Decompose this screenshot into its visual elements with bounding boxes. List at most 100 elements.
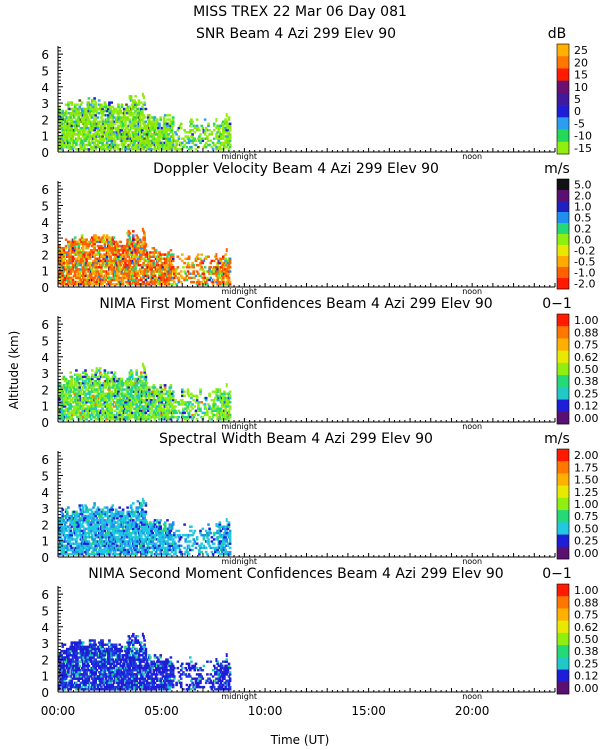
data-cell bbox=[182, 409, 185, 412]
data-cell bbox=[76, 139, 79, 142]
data-cell bbox=[107, 272, 110, 275]
data-cell bbox=[141, 92, 144, 97]
data-cell bbox=[227, 272, 231, 275]
data-cell bbox=[140, 388, 143, 391]
data-cell bbox=[66, 388, 69, 391]
data-cell bbox=[191, 413, 194, 417]
data-cell bbox=[132, 394, 135, 398]
data-cell bbox=[140, 101, 143, 104]
data-cell bbox=[125, 407, 128, 410]
data-cell bbox=[71, 259, 75, 263]
data-cell bbox=[59, 392, 62, 395]
data-cell bbox=[171, 145, 175, 149]
data-cell bbox=[122, 107, 126, 111]
data-cell bbox=[61, 109, 64, 113]
data-cell bbox=[219, 399, 223, 402]
data-cell bbox=[219, 124, 223, 128]
data-cell bbox=[207, 255, 210, 258]
data-cell bbox=[99, 382, 102, 385]
data-cell bbox=[102, 137, 105, 140]
data-cell bbox=[220, 270, 224, 273]
data-cell bbox=[60, 270, 63, 273]
data-cell bbox=[140, 272, 143, 275]
data-cell bbox=[216, 131, 219, 134]
data-cell bbox=[133, 257, 136, 260]
data-cell bbox=[112, 116, 116, 119]
data-cell bbox=[153, 129, 157, 132]
data-cell bbox=[135, 253, 138, 256]
data-cell bbox=[121, 122, 125, 125]
data-cell bbox=[177, 135, 181, 138]
data-cell bbox=[142, 365, 145, 370]
data-cell bbox=[141, 257, 144, 260]
data-cell bbox=[68, 148, 71, 151]
data-cell bbox=[153, 139, 157, 142]
data-cell bbox=[189, 131, 192, 134]
y-tick-label: 5 bbox=[41, 199, 49, 213]
colorbar-unit: dB bbox=[548, 26, 567, 42]
data-cell bbox=[61, 141, 64, 145]
data-cell bbox=[134, 390, 137, 393]
data-cell bbox=[169, 401, 173, 404]
data-cell bbox=[96, 141, 100, 145]
data-cell bbox=[97, 379, 101, 383]
data-cell bbox=[72, 238, 76, 241]
data-cell bbox=[209, 266, 213, 269]
data-cell bbox=[132, 137, 135, 140]
data-cell bbox=[75, 392, 78, 395]
data-cell bbox=[160, 403, 164, 406]
data-cell bbox=[81, 371, 85, 374]
colorbar-label: 5 bbox=[574, 93, 581, 106]
data-cell bbox=[94, 249, 97, 252]
data-cell bbox=[181, 403, 184, 406]
data-cell bbox=[128, 268, 132, 271]
data-cell bbox=[78, 131, 82, 134]
data-cell bbox=[175, 133, 178, 136]
data-cell bbox=[204, 141, 208, 145]
data-cell bbox=[101, 409, 104, 412]
data-cell bbox=[140, 255, 143, 258]
data-cell bbox=[103, 384, 107, 387]
data-cell bbox=[214, 407, 217, 410]
data-cell bbox=[83, 268, 86, 271]
data-cell bbox=[108, 139, 111, 142]
data-cell bbox=[215, 409, 218, 412]
data-cell bbox=[170, 126, 174, 130]
data-cell bbox=[198, 283, 201, 286]
data-cell bbox=[70, 251, 74, 254]
data-cell bbox=[134, 242, 137, 246]
data-cell bbox=[133, 141, 136, 145]
data-cell bbox=[100, 137, 103, 140]
data-cell bbox=[134, 413, 137, 417]
data-cell bbox=[145, 394, 149, 398]
data-cell bbox=[120, 143, 124, 147]
data-cell bbox=[89, 394, 93, 398]
data-cell bbox=[153, 403, 157, 406]
data-cell bbox=[81, 247, 85, 250]
data-cell bbox=[175, 141, 178, 145]
data-cell bbox=[93, 143, 96, 147]
data-cell bbox=[80, 377, 84, 381]
data-cell bbox=[137, 99, 141, 102]
data-cell bbox=[102, 394, 105, 398]
data-cell bbox=[193, 137, 197, 140]
data-cell bbox=[62, 131, 66, 134]
data-cell bbox=[71, 264, 75, 267]
data-cell bbox=[170, 413, 174, 417]
data-cell bbox=[124, 244, 127, 248]
data-cell bbox=[88, 131, 92, 134]
data-cell bbox=[228, 133, 232, 136]
data-cell bbox=[105, 411, 109, 415]
data-cell bbox=[171, 124, 175, 128]
data-cell bbox=[174, 145, 177, 149]
data-cell bbox=[204, 126, 208, 130]
data-cell bbox=[141, 362, 144, 367]
data-cell bbox=[162, 403, 166, 406]
data-cell bbox=[135, 418, 138, 421]
data-cell bbox=[134, 268, 137, 271]
data-cell bbox=[122, 139, 126, 142]
data-cell bbox=[198, 129, 201, 132]
data-cell bbox=[132, 131, 135, 134]
data-cell bbox=[112, 137, 116, 140]
data-cell bbox=[73, 388, 77, 391]
